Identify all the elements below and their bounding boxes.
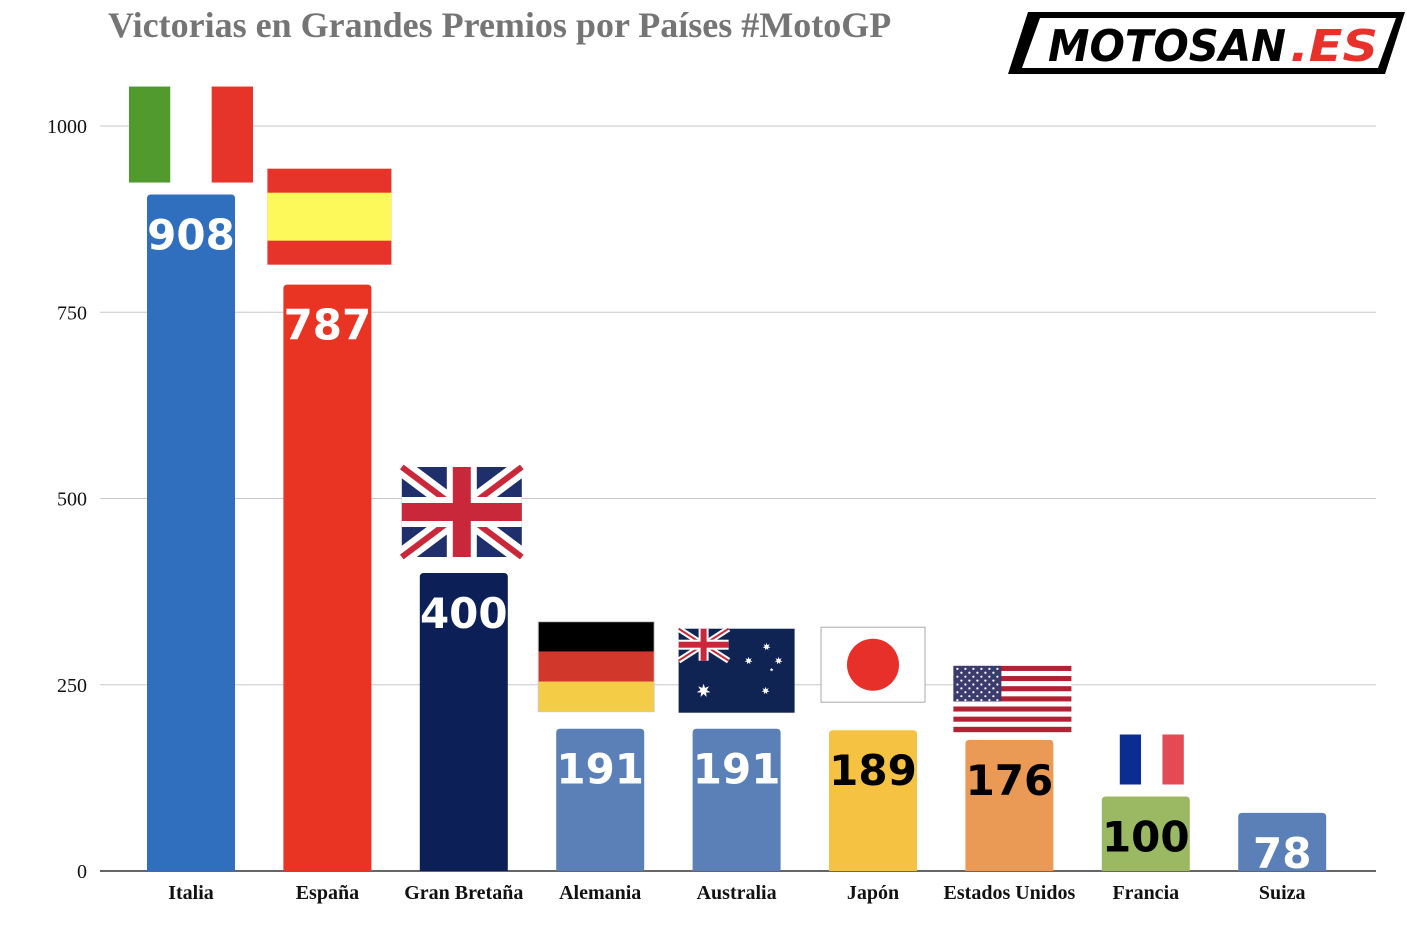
france-flag-icon: [1119, 734, 1184, 785]
data-label: 189: [829, 746, 917, 795]
bar-españa: [283, 284, 372, 871]
svg-text:MOTOSAN: MOTOSAN: [1048, 21, 1286, 72]
bar-alemania: [556, 728, 645, 871]
category-label: Alemania: [559, 882, 641, 904]
category-label: Australia: [697, 882, 777, 904]
bar-australia: [692, 728, 781, 871]
y-tick-label: 500: [57, 489, 87, 511]
svg-text:.ES: .ES: [1290, 21, 1378, 72]
y-tick-label: 250: [57, 675, 87, 697]
category-label: Gran Bretaña: [404, 882, 523, 904]
motosan-logo: MOTOSAN .ES: [1008, 12, 1405, 74]
data-label: 191: [556, 745, 644, 794]
y-tick-label: 750: [57, 302, 87, 324]
data-label: 191: [693, 745, 781, 794]
category-label: Suiza: [1259, 882, 1306, 904]
data-label: 400: [420, 589, 508, 638]
data-label: 78: [1253, 829, 1311, 878]
category-label: España: [296, 882, 359, 904]
category-label: Japón: [847, 882, 899, 904]
category-label: Francia: [1112, 882, 1179, 904]
usa-flag-icon: [953, 665, 1072, 733]
uk-flag-icon: [396, 459, 528, 565]
japan-flag-icon: [820, 626, 926, 703]
category-label: Estados Unidos: [944, 882, 1076, 904]
flags: [129, 86, 1184, 785]
category-label: Italia: [168, 882, 214, 904]
spain-flag-icon: [267, 168, 392, 265]
bar-italia: [147, 194, 235, 872]
chart-title: Victorias en Grandes Premios por Países …: [108, 5, 892, 45]
data-label: 176: [966, 756, 1054, 805]
labels: 908 Italia 787 España 400 Gran Bretaña 191 Alem…: [147, 211, 1311, 904]
data-label: 100: [1102, 813, 1190, 862]
bar-gran-bretaña: [419, 573, 508, 871]
bar-francia: [1101, 796, 1190, 871]
bar-japón: [829, 730, 917, 871]
bar-estados-unidos: [965, 739, 1054, 871]
data-label: 908: [147, 211, 235, 260]
australia-flag-icon: [676, 626, 795, 713]
y-tick-label: 0: [77, 861, 87, 883]
data-label: 787: [284, 301, 372, 350]
bars: [147, 194, 1327, 872]
germany-flag-icon: [537, 621, 655, 713]
italy-flag-icon: [129, 86, 253, 183]
bar-suiza: [1238, 812, 1327, 871]
y-tick-label: 1000: [47, 116, 87, 138]
